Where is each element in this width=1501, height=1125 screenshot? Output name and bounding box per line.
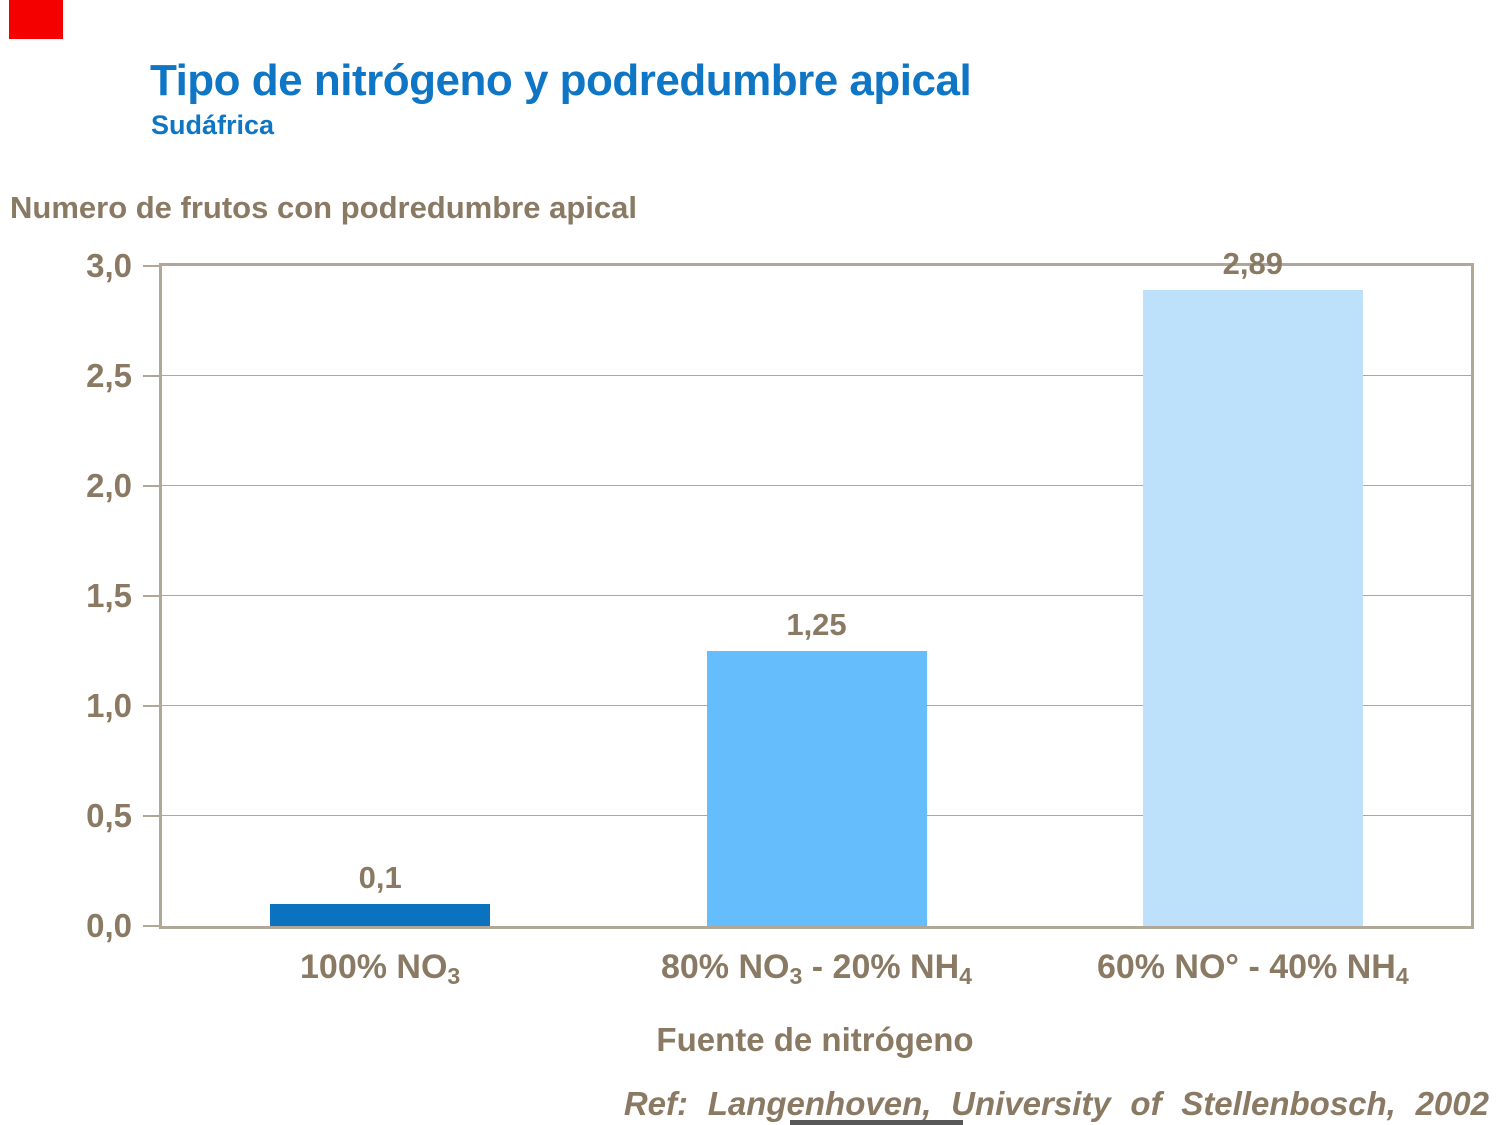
y-tick-label: 0,5 — [86, 797, 132, 834]
bar — [706, 651, 927, 926]
gridline — [162, 485, 1471, 486]
red-square-logo — [9, 0, 63, 39]
plot-area — [159, 263, 1474, 929]
y-tick-label: 0,0 — [86, 907, 132, 944]
category-label: 60% NO° - 40% NH4 — [1035, 948, 1471, 990]
subscript: 3 — [447, 963, 461, 990]
y-axis-tick — [143, 705, 160, 707]
slide-title: Tipo de nitrógeno y podredumbre apical — [150, 56, 972, 105]
gridline — [162, 595, 1471, 596]
x-axis-title: Fuente de nitrógeno — [656, 1021, 974, 1058]
bar-value-label: 1,25 — [786, 607, 847, 642]
label-text: - 20% NH — [802, 948, 960, 986]
y-axis-tick — [143, 375, 160, 377]
y-axis-tick — [143, 925, 160, 927]
y-tick-label: 2,0 — [86, 467, 132, 504]
y-tick-label: 3,0 — [86, 247, 132, 284]
reference-citation: Ref: Langenhoven, University of Stellenb… — [623, 1085, 1489, 1122]
y-tick-label: 1,0 — [86, 687, 132, 724]
bar — [1142, 290, 1363, 926]
bar-value-label: 2,89 — [1222, 246, 1283, 281]
slide-subtitle: Sudáfrica — [151, 110, 275, 140]
bar-value-label: 0,1 — [358, 860, 402, 895]
category-label: 80% NO3 - 20% NH4 — [599, 948, 1035, 990]
y-tick-label: 1,5 — [86, 577, 132, 614]
subscript: 4 — [959, 963, 973, 990]
y-axis-tick — [143, 815, 160, 817]
y-axis-tick — [143, 595, 160, 597]
label-text: 100% NO — [300, 948, 448, 986]
bottom-cutoff-artifact — [790, 1120, 963, 1125]
y-tick-label: 2,5 — [86, 357, 132, 394]
label-text: 80% NO — [660, 948, 790, 986]
gridline — [162, 375, 1471, 376]
y-axis-tick — [143, 265, 160, 267]
y-axis-title: Numero de frutos con podredumbre apical — [10, 190, 637, 225]
y-axis-tick — [143, 485, 160, 487]
subscript: 3 — [789, 963, 803, 990]
subscript: 4 — [1395, 963, 1409, 990]
bar — [270, 904, 491, 926]
label-text: 60% NO° - 40% NH — [1096, 948, 1396, 986]
category-label: 100% NO3 — [162, 948, 598, 990]
